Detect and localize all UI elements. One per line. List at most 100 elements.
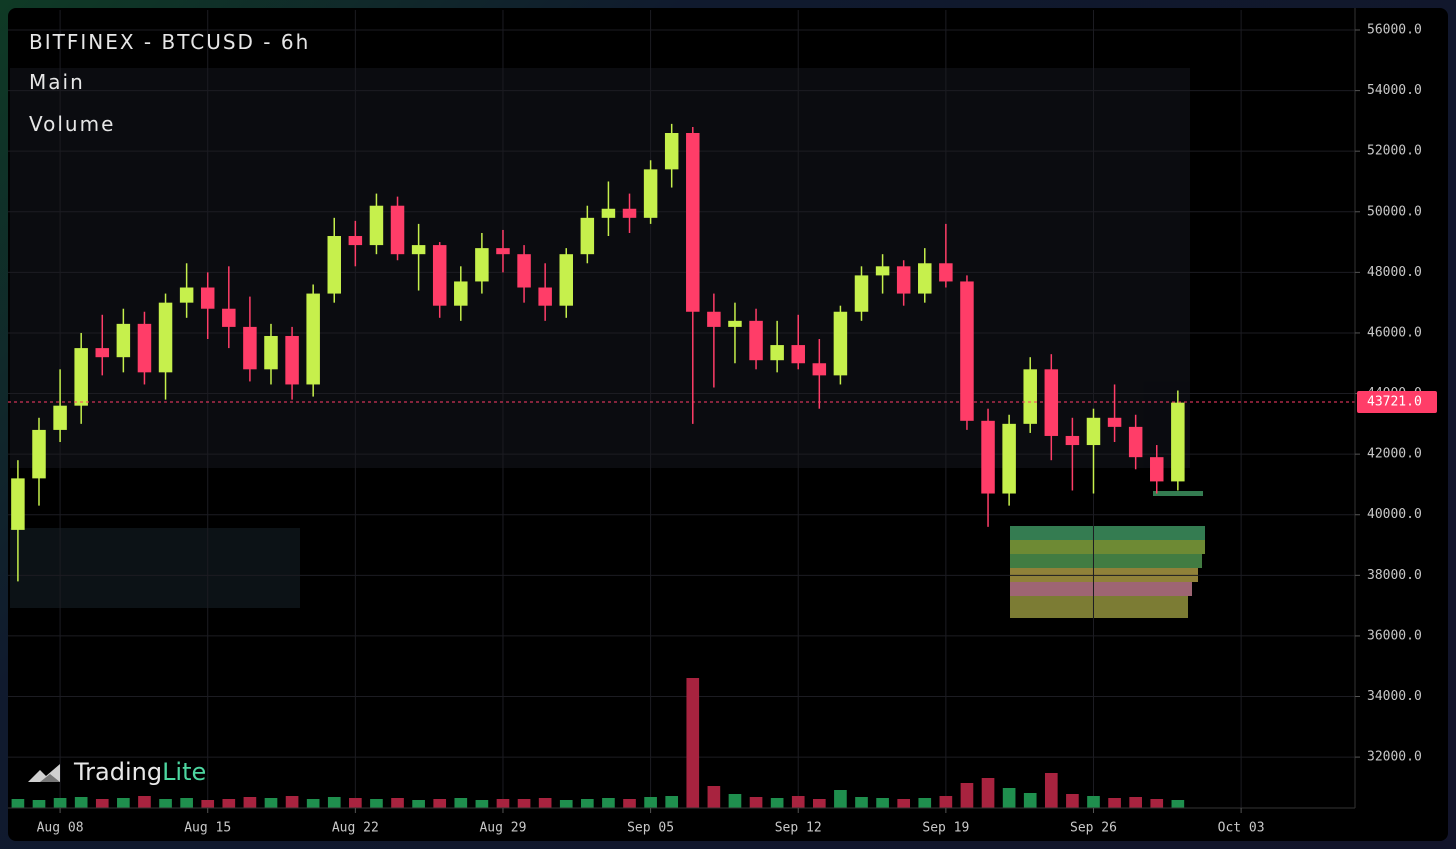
chart-panel: 32000.0 34000.0 36000.0 38000.0 40000.0 42000… [8,8,1448,841]
candle-body [1002,423,1016,494]
candle-body [348,236,363,246]
candle-body [53,405,67,430]
candle-body [960,281,974,421]
y-tick-label: 32000.0 [1367,750,1422,765]
panel-label[interactable]: Main [29,70,85,94]
volume-bar [791,796,805,808]
x-tick-label: Aug 29 [479,821,526,836]
volume-bar [306,799,320,808]
candle-body [749,320,763,361]
x-tick-label: Oct 03 [1218,821,1265,836]
marks [8,123,1355,808]
volume-bar [517,799,531,808]
volume-bar [749,797,763,808]
volume-bar [538,798,552,808]
volume-bar [812,799,826,808]
panel-label[interactable]: Volume [29,112,116,136]
volume-bar [876,798,889,808]
candle-body [95,348,110,358]
y-tick-label: 46000.0 [1367,325,1422,340]
y-tick-label: 40000.0 [1367,507,1422,522]
candle-body [1107,417,1122,427]
grid [8,10,1355,808]
volume-bar [412,800,425,808]
candle-body [728,320,742,327]
x-tick-label: Sep 05 [627,821,674,836]
volume-bar [53,798,67,808]
brand-name: TradingLite [74,758,206,786]
volume-bar [222,799,236,808]
candle-body [411,245,426,255]
x-tick-label: Aug 15 [184,821,231,836]
candle-body [1086,417,1101,446]
candle-body [243,326,257,370]
candle-body [580,217,595,255]
heatmap [10,68,1205,618]
y-tick-label: 34000.0 [1367,689,1422,704]
candle-body [1023,369,1037,424]
candle-body [643,169,658,218]
candle-body [538,287,552,306]
y-tick-label: 42000.0 [1367,447,1422,462]
candle-body [475,248,489,282]
candle-body [116,323,131,358]
volume-bar [95,799,109,808]
candle-body [496,248,510,255]
volume-bar [770,798,784,808]
volume-bar [1044,773,1058,808]
volume-bar [433,799,447,808]
x-tick-label: Aug 08 [37,821,84,836]
chart-title: BITFINEX - BTCUSD - 6h [29,30,311,54]
candle-body [1065,435,1080,446]
candle-body [179,287,194,303]
candle-body [981,420,995,494]
candle-body [1044,369,1059,436]
volume-bar [960,783,974,808]
candle-body [833,311,848,376]
volume-bar [201,800,215,808]
candle-body [707,311,721,327]
candle-body [664,133,679,170]
volume-bar [496,799,510,808]
volume-bar [264,798,278,808]
brand-text: Trading [74,758,163,786]
candle-body [454,281,468,306]
volume-bar [855,797,868,808]
candle-body [896,266,911,294]
volume-bar [370,799,383,808]
y-tick-label: 56000.0 [1367,22,1422,37]
volume-bar [897,799,911,808]
candle-body [264,335,278,370]
candle-body [854,275,869,312]
candle-body [812,363,827,376]
x-tick-label: Aug 22 [332,821,379,836]
volume-bar [391,798,404,808]
candle-body [517,254,531,288]
volume-bar [939,796,953,808]
candle-body [432,245,447,306]
candle-body [222,308,236,327]
volume-bar [138,796,151,808]
volume-bar [11,799,25,808]
volume-bar [623,799,636,808]
volume-bar [602,798,615,808]
volume-bar [559,800,573,808]
volume-bar [644,797,657,808]
candle-body [686,133,700,312]
volume-bar [1023,793,1037,808]
logo-icon [28,764,60,782]
volume-bar [32,800,46,808]
candle-body [158,302,173,373]
candle-body [918,263,932,294]
candle-body [200,287,215,309]
volume-bar [981,778,995,808]
volume-bar [117,798,130,808]
volume-bar [159,799,172,808]
candle-body [32,429,46,479]
volume-bar [686,678,700,808]
volume-bar [349,798,362,808]
axes: 32000.0 34000.0 36000.0 38000.0 40000.0 42000… [8,8,1437,836]
volume-bar [1171,800,1185,808]
volume-bar [728,794,742,808]
